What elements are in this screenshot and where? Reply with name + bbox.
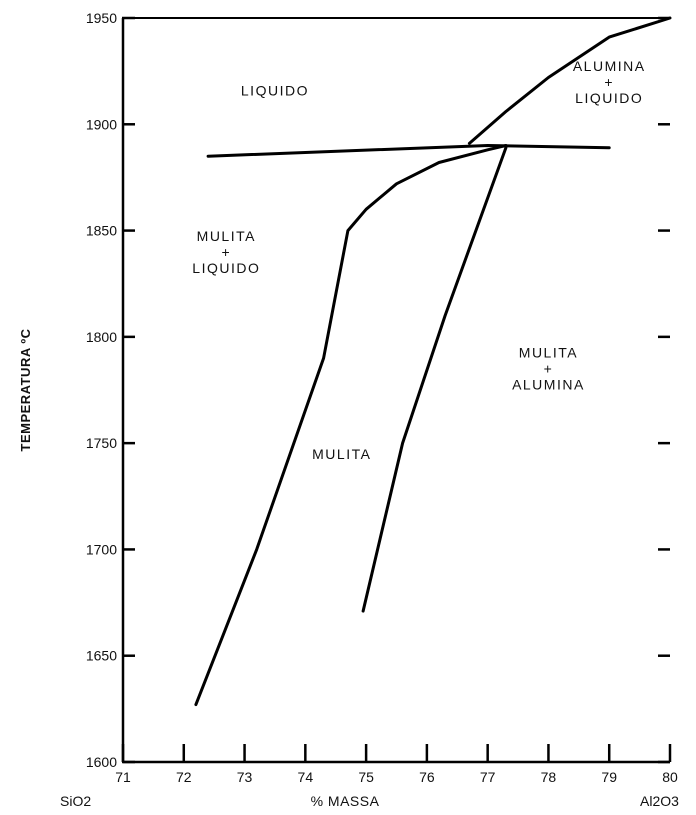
x-tick-label: 76 [419, 769, 435, 785]
region-label: MULITA + LIQUIDO [192, 228, 260, 276]
x-axis-title: % MASSA [311, 793, 380, 809]
region-labels: LIQUIDO ALUMINA + LIQUIDO MULITA + LIQUIDO MULI… [192, 58, 646, 462]
y-tick-label: 1900 [86, 116, 117, 132]
region-label: MULITA + ALUMINA [512, 345, 585, 393]
x-tick-label: 71 [115, 769, 131, 785]
x-end-label-right: Al2O3 [640, 793, 679, 809]
phase-boundary-line [194, 144, 508, 707]
phase-boundaries [194, 16, 672, 707]
phase-boundary-line [361, 146, 508, 613]
y-tick-label: 1800 [86, 329, 117, 345]
plot-frame [121, 17, 670, 764]
y-tick-label: 1950 [86, 10, 117, 26]
y-axis-title: TEMPERATURA ºC [18, 328, 33, 451]
x-tick-label: 79 [601, 769, 617, 785]
region-label: MULITA [312, 446, 371, 462]
phase-boundary-line [467, 16, 672, 145]
x-tick-label: 72 [176, 769, 192, 785]
phase-boundary-line [206, 144, 611, 158]
x-tick-label: 80 [662, 769, 678, 785]
x-tick-label: 77 [480, 769, 496, 785]
y-axis-ticks: 1600 1650 1700 1750 1800 1850 1900 1950 [86, 10, 670, 770]
region-label: ALUMINA + LIQUIDO [573, 58, 646, 106]
y-tick-label: 1850 [86, 223, 117, 239]
x-tick-label: 75 [358, 769, 374, 785]
x-tick-label: 73 [237, 769, 253, 785]
y-tick-label: 1750 [86, 435, 117, 451]
x-end-label-left: SiO2 [60, 793, 91, 809]
region-label: LIQUIDO [241, 82, 309, 98]
x-tick-label: 78 [541, 769, 557, 785]
x-axis-ticks: 71 72 73 74 75 76 77 78 79 80 [115, 744, 678, 785]
y-tick-label: 1700 [86, 541, 117, 557]
x-tick-label: 74 [298, 769, 314, 785]
y-tick-label: 1600 [86, 754, 117, 770]
y-tick-label: 1650 [86, 648, 117, 664]
